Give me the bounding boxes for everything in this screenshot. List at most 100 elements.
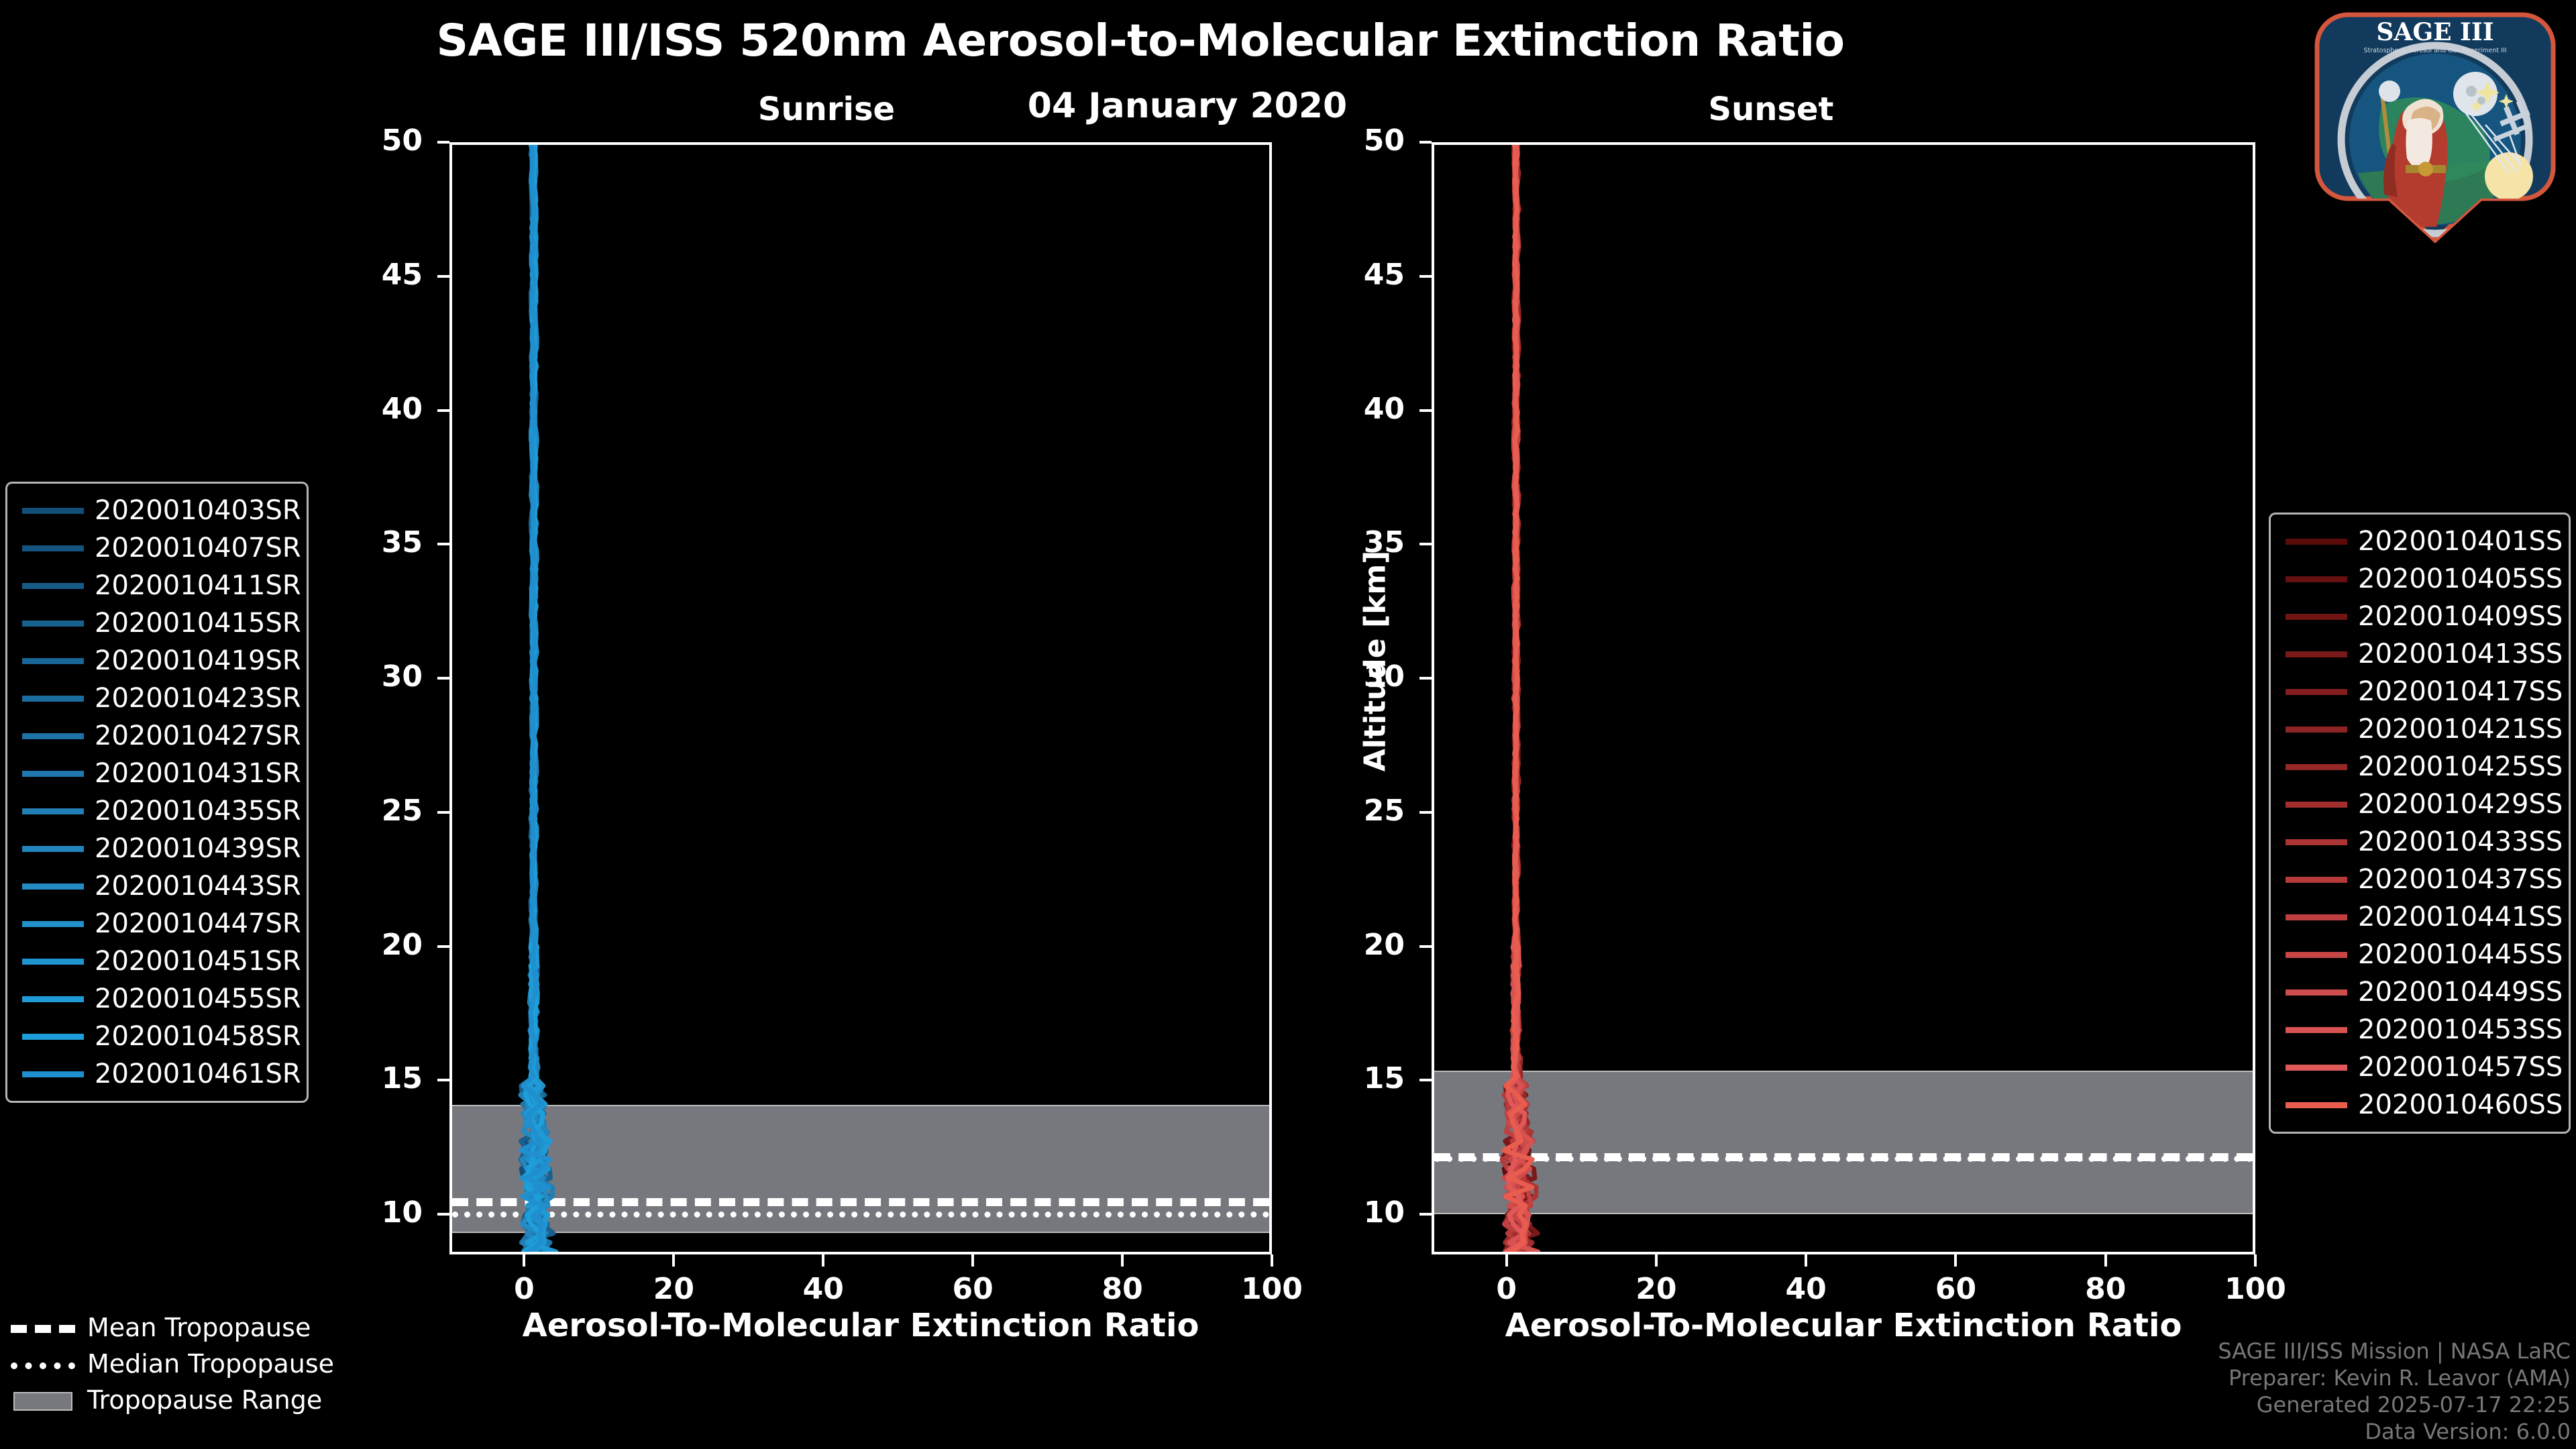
legend-item[interactable]: 2020010425SS	[2282, 748, 2563, 786]
x-axis-tick-mark	[523, 1254, 526, 1267]
x-axis-tick-mark	[1505, 1254, 1508, 1267]
legend-item[interactable]: 2020010419SR	[18, 642, 301, 680]
legend-item-label: 2020010433SS	[2358, 826, 2563, 857]
legend-item[interactable]: 2020010417SS	[2282, 673, 2563, 710]
date-title: 04 January 2020	[1027, 86, 1348, 126]
legend-item[interactable]: 2020010407SR	[18, 529, 301, 567]
x-axis-tick-mark	[2254, 1254, 2257, 1267]
series-line	[1501, 145, 1535, 1252]
legend-color-swatch	[2286, 538, 2347, 545]
y-axis-tick-label: 40	[1363, 391, 1405, 426]
legend-item-label: 2020010451SR	[95, 946, 301, 977]
y-axis-tick-mark	[437, 543, 449, 546]
legend-item[interactable]: 2020010458SR	[18, 1018, 301, 1055]
legend-color-swatch	[2286, 1026, 2347, 1033]
y-axis-tick-mark	[437, 1079, 449, 1082]
legend-item[interactable]: 2020010457SS	[2282, 1049, 2563, 1086]
legend-item[interactable]: 2020010451SR	[18, 943, 301, 980]
mean-tropopause-line-sunrise	[452, 1198, 1269, 1207]
x-axis-tick-mark	[672, 1254, 676, 1267]
legend-item[interactable]: 2020010401SS	[2282, 523, 2563, 560]
y-axis-tick-mark	[437, 141, 449, 144]
legend-item-label: 2020010447SR	[95, 908, 301, 939]
x-axis-tick-mark	[1271, 1254, 1273, 1267]
x-axis-tick-mark	[2104, 1254, 2107, 1267]
legend-item[interactable]: 2020010461SR	[18, 1055, 301, 1093]
y-axis-tick-label: 30	[381, 659, 423, 694]
x-axis-tick-label: 60	[952, 1272, 994, 1306]
legend-item[interactable]: 2020010431SR	[18, 755, 301, 792]
legend-item-label: 2020010449SS	[2358, 977, 2563, 1008]
y-axis-tick-label: 10	[381, 1195, 423, 1230]
legend-item[interactable]: 2020010429SS	[2282, 786, 2563, 823]
legend-color-swatch	[22, 1033, 84, 1040]
legend-color-swatch	[22, 657, 84, 664]
page-title: SAGE III/ISS 520nm Aerosol-to-Molecular …	[436, 15, 1845, 66]
panel-title-sunrise: Sunrise	[757, 91, 896, 128]
legend-sunrise[interactable]: 2020010403SR 2020010407SR 2020010411SR 2020…	[5, 482, 309, 1103]
legend-color-swatch	[2286, 989, 2347, 996]
plot-area-sunset[interactable]	[1432, 142, 2255, 1254]
legend-item[interactable]: 2020010411SR	[18, 567, 301, 604]
legend-item[interactable]: 2020010421SS	[2282, 710, 2563, 748]
legend-item-label: 2020010421SS	[2358, 714, 2563, 745]
legend-item[interactable]: 2020010449SS	[2282, 973, 2563, 1011]
legend-item-label: 2020010453SS	[2358, 1014, 2563, 1045]
credits-line-preparer: Preparer: Kevin R. Leavor (AMA)	[2228, 1365, 2571, 1391]
legend-item[interactable]: 2020010435SR	[18, 792, 301, 830]
legend-color-swatch	[22, 507, 84, 514]
legend-item[interactable]: 2020010460SS	[2282, 1086, 2563, 1124]
x-axis-tick-mark	[1805, 1254, 1808, 1267]
legend-item-label: 2020010415SR	[95, 608, 301, 639]
legend-item[interactable]: 2020010403SR	[18, 492, 301, 529]
key-label-tropopause-range: Tropopause Range	[87, 1385, 323, 1415]
legend-item[interactable]: 2020010441SS	[2282, 898, 2563, 936]
legend-color-swatch	[22, 770, 84, 777]
legend-item[interactable]: 2020010453SS	[2282, 1011, 2563, 1049]
logo-subtitle-left: Stratospheric Aerosol and Gas Experiment…	[2363, 47, 2506, 54]
legend-item[interactable]: 2020010409SS	[2282, 598, 2563, 635]
credits-block: SAGE III/ISS Mission | NASA LaRC Prepare…	[2218, 1338, 2571, 1445]
legend-item[interactable]: 2020010443SR	[18, 867, 301, 905]
y-axis-tick-mark	[1419, 810, 1432, 814]
legend-color-swatch	[22, 883, 84, 890]
legend-item[interactable]: 2020010437SS	[2282, 861, 2563, 898]
plot-area-sunrise[interactable]	[449, 142, 1272, 1254]
legend-item[interactable]: 2020010447SR	[18, 905, 301, 943]
legend-item[interactable]: 2020010433SS	[2282, 823, 2563, 861]
legend-item-label: 2020010429SS	[2358, 789, 2563, 820]
legend-sunset[interactable]: 2020010401SS 2020010405SS 2020010409SS 2020…	[2269, 513, 2571, 1134]
key-row-median-tropopause: Median Tropopause	[11, 1346, 386, 1382]
series-line	[519, 145, 552, 1252]
legend-item[interactable]: 2020010427SR	[18, 717, 301, 755]
legend-item[interactable]: 2020010439SR	[18, 830, 301, 867]
legend-color-swatch	[2286, 688, 2347, 695]
legend-item-label: 2020010445SS	[2358, 939, 2563, 970]
legend-item-label: 2020010401SS	[2358, 526, 2563, 557]
y-axis-tick-label: 30	[1363, 659, 1405, 694]
legend-item[interactable]: 2020010455SR	[18, 980, 301, 1018]
legend-color-swatch	[2286, 914, 2347, 920]
legend-item-label: 2020010417SS	[2358, 676, 2563, 707]
legend-color-swatch	[2286, 726, 2347, 733]
x-axis-tick-label: 20	[653, 1272, 694, 1306]
x-axis-tick-mark	[1954, 1254, 1957, 1267]
legend-item[interactable]: 2020010405SS	[2282, 560, 2563, 598]
legend-item[interactable]: 2020010445SS	[2282, 936, 2563, 973]
legend-color-swatch	[2286, 876, 2347, 883]
legend-color-swatch	[2286, 763, 2347, 770]
legend-item-label: 2020010458SR	[95, 1021, 301, 1052]
x-axis-tick-mark	[1654, 1254, 1658, 1267]
legend-item[interactable]: 2020010415SR	[18, 604, 301, 642]
x-axis-tick-label: 40	[802, 1272, 844, 1306]
legend-item-label: 2020010403SR	[95, 495, 301, 526]
legend-item-label: 2020010439SR	[95, 833, 301, 864]
legend-color-swatch	[22, 996, 84, 1002]
key-row-mean-tropopause: Mean Tropopause	[11, 1309, 386, 1346]
key-row-tropopause-range: Tropopause Range	[11, 1382, 386, 1418]
legend-item[interactable]: 2020010413SS	[2282, 635, 2563, 673]
legend-item-label: 2020010437SS	[2358, 864, 2563, 895]
y-axis-tick-label: 20	[381, 927, 423, 962]
legend-item[interactable]: 2020010423SR	[18, 680, 301, 717]
y-axis-tick-mark	[1419, 677, 1432, 680]
